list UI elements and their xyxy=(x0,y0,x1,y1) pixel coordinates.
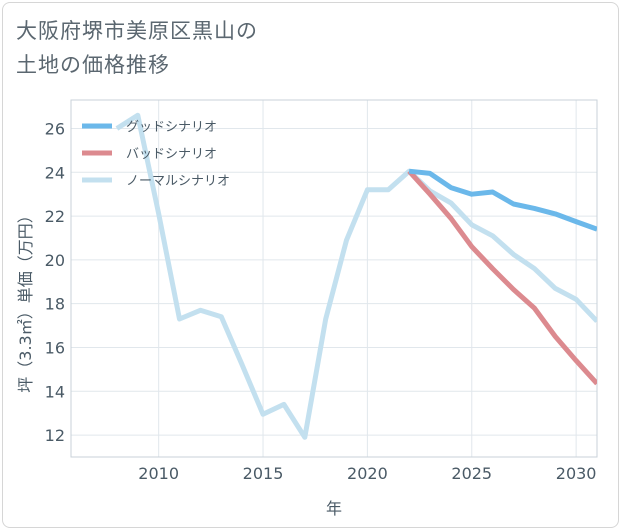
y-tick-label: 14 xyxy=(45,382,65,401)
x-axis-title: 年 xyxy=(326,499,342,518)
grid xyxy=(71,100,597,457)
x-tick-label: 2025 xyxy=(451,464,492,483)
y-tick-label: 22 xyxy=(45,207,65,226)
legend-label-2: ノーマルシナリオ xyxy=(126,174,230,189)
y-tick-label: 24 xyxy=(45,163,65,182)
series-line-0 xyxy=(408,168,597,232)
x-tick-label: 2010 xyxy=(138,464,179,483)
y-tick-label: 20 xyxy=(45,251,65,270)
series-line-1 xyxy=(407,169,597,386)
title-line-2: 土地の価格推移 xyxy=(16,53,170,77)
legend-label-0: グッドシナリオ xyxy=(126,120,217,135)
x-tick-label: 2030 xyxy=(556,464,597,483)
series-line-2 xyxy=(115,112,597,440)
y-axis-title: 坪（3.3㎡）単価（万円） xyxy=(16,207,35,392)
chart-title: 大阪府堺市美原区黒山の 土地の価格推移 xyxy=(16,14,258,82)
series-layer xyxy=(115,112,597,440)
x-tick-label: 2015 xyxy=(243,464,284,483)
x-tick-label: 2020 xyxy=(347,464,388,483)
y-tick-label: 18 xyxy=(45,295,65,314)
tick-labels: 12 14 16 18 20 22 24 26 2010 2015 2020 2025 2030 xyxy=(45,119,597,483)
y-tick-label: 16 xyxy=(45,338,65,357)
title-line-1: 大阪府堺市美原区黒山の xyxy=(16,19,258,43)
plot-border xyxy=(70,99,598,458)
y-tick-label: 26 xyxy=(45,119,65,138)
y-tick-label: 12 xyxy=(45,426,65,445)
legend-label-1: バッドシナリオ xyxy=(126,147,217,162)
